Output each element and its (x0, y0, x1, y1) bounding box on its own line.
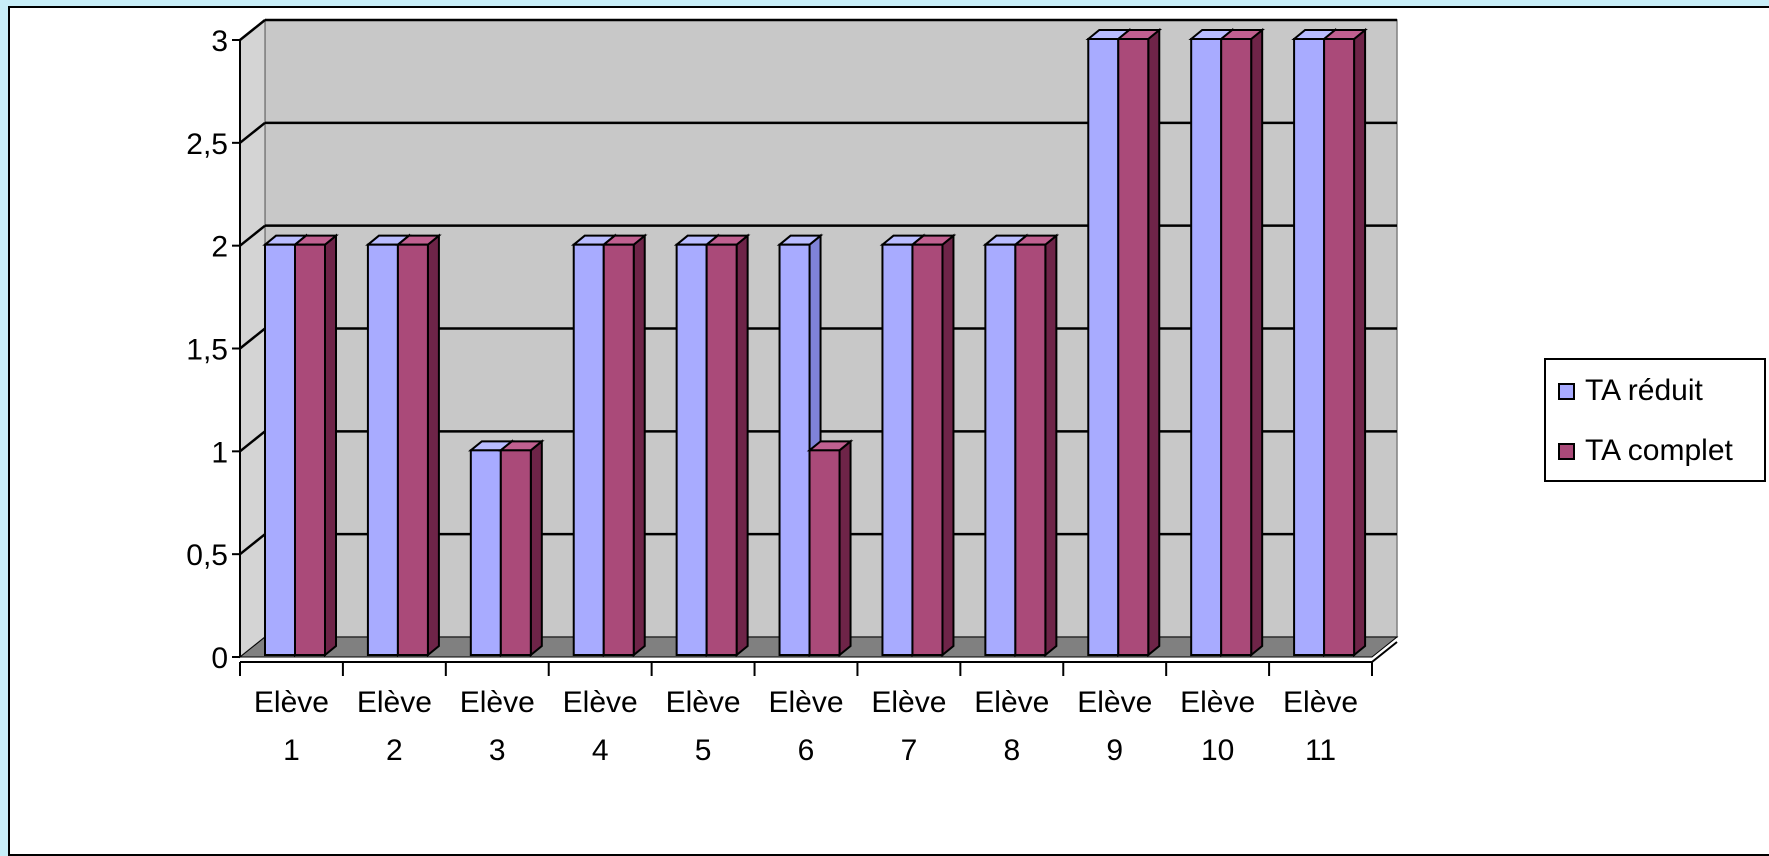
bar-side (632, 233, 646, 658)
bar-side (324, 233, 337, 658)
x-tick-label: Elève (871, 686, 946, 719)
y-tick-label: 1,5 (186, 334, 228, 367)
x-tick-label: 3 (489, 734, 506, 767)
gridline-side (239, 533, 266, 556)
x-tick-label: Elève (563, 686, 638, 719)
bar (881, 243, 914, 657)
bar (294, 243, 326, 657)
bar (1293, 38, 1326, 656)
x-tick-label: Elève (974, 686, 1049, 719)
gridline-side (239, 224, 266, 247)
x-tick-label: 1 (283, 734, 300, 767)
x-tick-label: 8 (1003, 734, 1020, 767)
legend-swatch-ta-complet (1558, 442, 1575, 460)
legend-item-ta-reduit: TA réduit (1558, 374, 1703, 408)
x-tick-label: Elève (357, 686, 432, 719)
bar-side (941, 233, 955, 658)
gridline-side (239, 19, 266, 41)
bar (1323, 38, 1356, 656)
bar (1117, 38, 1150, 656)
bar (808, 449, 841, 657)
x-tick-label: 4 (592, 734, 609, 767)
y-tick-label: 3 (211, 25, 228, 58)
x-tick-label: 7 (901, 734, 918, 767)
bar (984, 243, 1017, 657)
bar (499, 449, 532, 657)
bar (572, 243, 605, 657)
y-tick-label: 2,5 (186, 128, 228, 161)
x-tick-label: Elève (666, 686, 741, 719)
legend: TA réduit TA complet (1544, 358, 1766, 482)
legend-label-ta-reduit: TA réduit (1585, 374, 1703, 407)
y-tick-label: 0 (211, 642, 228, 675)
gridline-side (239, 430, 266, 453)
gridline-side (239, 327, 266, 350)
gridline-side (239, 121, 266, 144)
bar (911, 243, 944, 657)
x-tick-label: 10 (1201, 734, 1234, 767)
legend-item-ta-complet: TA complet (1558, 434, 1733, 468)
bar-side (426, 233, 440, 658)
bar-side (529, 439, 543, 658)
bar-side (1250, 27, 1264, 658)
y-tick-label: 0,5 (186, 539, 228, 572)
legend-label-ta-complet: TA complet (1585, 434, 1733, 467)
x-tick-label: 9 (1106, 734, 1123, 767)
bar (1220, 38, 1253, 656)
bar-side (838, 439, 852, 658)
x-tick-label: 6 (798, 734, 815, 767)
bar (675, 243, 708, 657)
x-tick-label: 2 (386, 734, 403, 767)
x-tick-label: 5 (695, 734, 712, 767)
bar-side (1353, 27, 1367, 658)
bar (778, 243, 811, 657)
bar (602, 243, 635, 657)
x-axis-depth-line (1371, 641, 1398, 663)
bar-side (1147, 27, 1161, 658)
bar-side (735, 233, 749, 658)
bar (469, 449, 502, 657)
y-tick-label: 1 (211, 436, 228, 469)
y-tick-label: 2 (211, 231, 228, 264)
bar (705, 243, 738, 657)
x-tick-label: Elève (1077, 686, 1152, 719)
x-tick-label: 11 (1305, 734, 1336, 767)
bar (396, 243, 429, 657)
bar (366, 243, 399, 657)
bar (1087, 38, 1120, 656)
bar (264, 243, 296, 657)
x-tick-label: Elève (254, 686, 329, 719)
x-tick-label: Elève (460, 686, 535, 719)
x-tick-label: Elève (1180, 686, 1255, 719)
bar-side (1044, 233, 1058, 658)
legend-swatch-ta-reduit (1558, 382, 1575, 400)
bar (1190, 38, 1223, 656)
x-tick-label: Elève (1283, 686, 1358, 719)
bar (1014, 243, 1047, 657)
x-tick-label: Elève (768, 686, 843, 719)
